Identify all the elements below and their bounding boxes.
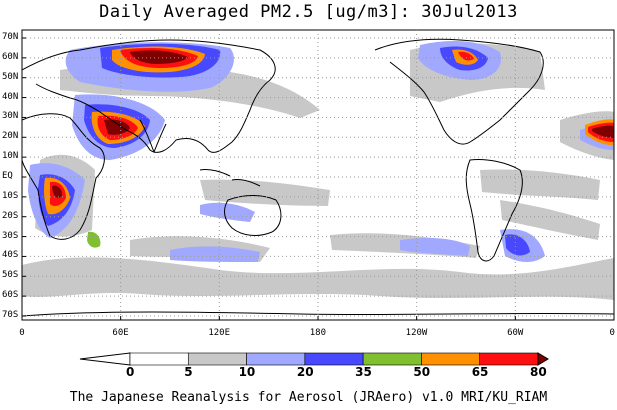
lat-label: 60S	[2, 290, 19, 301]
lat-label: 40S	[2, 250, 19, 261]
colorbar-tick-label: 10	[238, 365, 256, 379]
lon-label: 60W	[507, 328, 524, 338]
lat-label: 20S	[2, 210, 19, 221]
lat-label: 10N	[2, 151, 19, 162]
colorbar-tick-label: 50	[413, 365, 431, 379]
lon-label: 60E	[112, 328, 129, 338]
coastlines	[22, 38, 614, 317]
colorbar-tick-label: 80	[530, 365, 547, 379]
colorbar-segment	[187, 352, 247, 366]
lon-label: 180	[309, 328, 327, 338]
lat-label: 70S	[2, 310, 19, 320]
colorbar-segment	[246, 352, 306, 366]
lat-label: 50N	[2, 71, 19, 82]
map-title: Daily Averaged PM2.5 [ug/m3]: 30Jul2013	[99, 2, 518, 22]
pm25-band-80plus	[52, 50, 614, 198]
colorbar-segment	[479, 352, 539, 366]
lat-label: 10S	[2, 190, 19, 201]
lat-label: 40N	[2, 91, 19, 102]
lon-label: 120W	[405, 328, 428, 338]
credit-line: The Japanese Reanalysis for Aerosol (JRA…	[69, 390, 548, 405]
colorbar-segment	[421, 352, 481, 366]
colorbar-tick-label: 0	[126, 365, 135, 379]
colorbar-segment	[304, 352, 364, 366]
lon-label: 0	[19, 328, 25, 338]
colorbar-segment	[362, 352, 422, 366]
colorbar-tick-label: 35	[355, 365, 372, 379]
lat-label: EQ	[2, 171, 13, 181]
lat-label: 30N	[2, 111, 19, 122]
lat-label: 60N	[2, 51, 19, 62]
colorbar-arrow-high	[537, 352, 549, 366]
lat-label: 20N	[2, 131, 19, 142]
lon-label: 0	[609, 328, 615, 338]
lat-label: 70N	[2, 32, 19, 42]
colorbar-segment	[129, 352, 189, 366]
colorbar-arrow-low	[79, 352, 131, 366]
colorbar-tick-label: 20	[296, 365, 314, 379]
lon-label: 120E	[208, 328, 231, 338]
map-ticks	[21, 37, 615, 320]
lat-label: 30S	[2, 230, 19, 241]
colorbar-tick-label: 5	[184, 365, 193, 379]
colorbar-tick-label: 65	[471, 365, 489, 379]
lat-label: 50S	[2, 270, 19, 281]
